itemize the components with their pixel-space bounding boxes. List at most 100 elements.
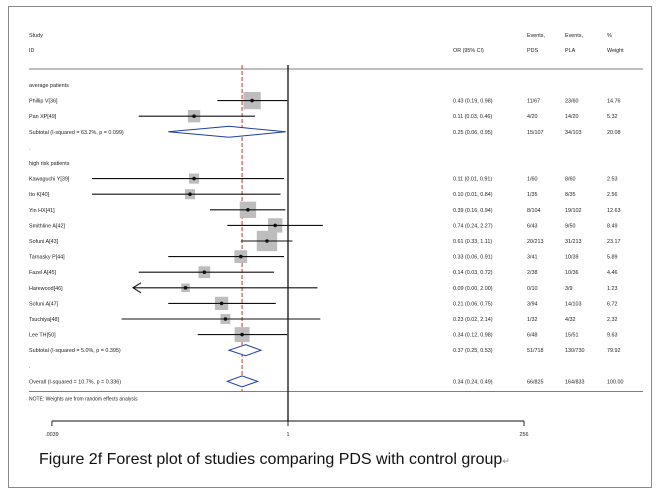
x-tick-label: .0039 [45, 432, 59, 438]
or-ci-value: 0.10 (0.01, 0.84) [453, 192, 493, 198]
spacer-dot: . [29, 364, 31, 370]
events-pds-value: 4/20 [527, 114, 538, 120]
or-ci-value: 0.25 (0.06, 0.95) [453, 130, 493, 136]
weight-value: 14.76 [607, 99, 621, 105]
weight-value: 5.32 [607, 114, 618, 120]
study-label: Fazel A[45] [29, 270, 56, 276]
forest-plot-frame: Study ID OR (95% CI) Events, PDS Events, PLA% W… [8, 6, 652, 488]
events-pla-value: 23/60 [565, 99, 579, 105]
events-pds-value: 6/48 [527, 333, 538, 339]
or-ci-value: 0.11 (0.01, 0.91) [453, 177, 492, 183]
or-ci-value: 0.11 (0.03, 0.46) [453, 114, 492, 120]
events-pds-value: 1/32 [527, 317, 538, 323]
or-ci-value: 0.21 (0.06, 0.75) [453, 301, 493, 307]
events-pla-value: 10/36 [565, 270, 579, 276]
ci-arrow-left [131, 282, 142, 294]
weight-value: 12.63 [607, 208, 621, 214]
events-pla-value: 3/9 [565, 286, 573, 292]
events-pds-value: 1/35 [527, 192, 538, 198]
overall-label: Overall (I-squared = 10.7%, p = 0.336) [29, 379, 121, 385]
point-estimate [192, 176, 196, 181]
weight-value: 2.32 [607, 317, 618, 323]
header-pds: PDS [527, 48, 538, 54]
or-ci-value: 0.33 (0.06, 0.91) [453, 255, 493, 261]
header-pla: PLA [565, 48, 576, 54]
events-pds-value: 51/718 [527, 348, 544, 354]
events-pla-value: 10/39 [565, 255, 579, 261]
events-pla-value: 19/102 [565, 208, 582, 214]
events-pds-value: 66/825 [527, 379, 544, 385]
overall-diamond [225, 375, 260, 388]
weight-value: 2.56 [607, 192, 618, 198]
events-pla-value: 164/833 [565, 379, 585, 385]
or-ci-value: 0.61 (0.33, 1.11) [453, 239, 492, 245]
point-estimate [239, 254, 243, 259]
point-estimate [250, 98, 254, 103]
or-ci-value: 0.23 (0.02, 2.14) [453, 317, 493, 323]
events-pla-value: 14/20 [565, 114, 579, 120]
study-label: Phillip V[36] [29, 99, 58, 105]
events-pds-value: 6/43 [527, 223, 538, 229]
header-id: ID [29, 48, 34, 54]
point-estimate [240, 332, 244, 337]
header-events-pds: Events, [527, 33, 545, 39]
events-pla-value: 130/730 [565, 348, 585, 354]
weight-value: 2.53 [607, 177, 618, 183]
point-estimate [246, 208, 250, 212]
study-label: Smithline A[42] [29, 223, 65, 229]
weight-value: 23.17 [607, 239, 621, 245]
weight-value: 20.08 [607, 130, 621, 136]
figure-caption: Figure 2f Forest plot of studies compari… [39, 451, 510, 469]
study-label: Sofuni A[43] [29, 239, 59, 245]
weight-value: 6.72 [607, 301, 618, 307]
study-label: Lee TH[50] [29, 333, 56, 339]
study-label: Sofuni A[47] [29, 301, 59, 307]
weight-value: 4.46 [607, 270, 618, 276]
study-label: Tsuchiya[48] [29, 317, 59, 323]
events-pds-value: 15/107 [527, 130, 544, 136]
weight-value: 1.23 [607, 286, 618, 292]
events-pds-value: 3/94 [527, 301, 538, 307]
weight-value: 8.49 [607, 223, 618, 229]
or-ci-value: 0.14 (0.03, 0.72) [453, 270, 493, 276]
events-pla-value: 4/32 [565, 317, 576, 323]
group-label: high risk patients [29, 161, 70, 167]
caption-return-mark: ↵ [502, 456, 510, 466]
subtotal-diamond [168, 125, 286, 138]
or-ci-value: 0.74 (0.24, 2.27) [453, 223, 493, 229]
point-estimate [192, 114, 196, 118]
point-estimate [273, 223, 277, 228]
study-label: Pan XP[49] [29, 114, 57, 120]
events-pla-value: 9/50 [565, 223, 576, 229]
or-ci-value: 0.34 (0.12, 0.98) [453, 333, 493, 339]
weights-note: NOTE: Weights are from random effects an… [29, 396, 138, 402]
weight-value: 79.92 [607, 348, 621, 354]
study-label: Yin HX[41] [29, 208, 55, 214]
events-pla-value: 34/103 [565, 130, 582, 136]
point-estimate [223, 317, 228, 321]
group-label: average patients [29, 83, 69, 89]
study-label: Harewood[46] [29, 286, 63, 292]
header-events-pla: Events, [565, 33, 583, 39]
header-or-ci: OR (95% CI) [453, 48, 484, 54]
events-pds-value: 11/67 [527, 99, 540, 105]
events-pds-value: 2/38 [527, 270, 538, 276]
events-pla-value: 31/213 [565, 239, 582, 245]
weight-value: 5.89 [607, 255, 618, 261]
weight-value: 9.63 [607, 333, 618, 339]
study-label: Ito K[40] [29, 192, 50, 198]
subtotal-diamond [227, 344, 263, 357]
header-study: Study [29, 33, 43, 39]
spacer-dot: . [29, 145, 31, 151]
events-pds-value: 0/10 [527, 286, 538, 292]
header-weight-sub: Weight [607, 48, 624, 54]
or-ci-value: 0.39 (0.16, 0.94) [453, 208, 493, 214]
subtotal-label: Subtotal (I-squared = 5.0%, p = 0.395) [29, 348, 121, 354]
point-estimate [219, 301, 224, 306]
point-estimate [202, 270, 207, 275]
study-label: Kawaguchi Y[39] [29, 177, 70, 183]
events-pla-value: 14/103 [565, 301, 582, 307]
x-tick-label: 256 [520, 432, 529, 438]
study-label: Tarnasky P[44] [29, 255, 65, 261]
events-pds-value: 3/41 [527, 255, 538, 261]
